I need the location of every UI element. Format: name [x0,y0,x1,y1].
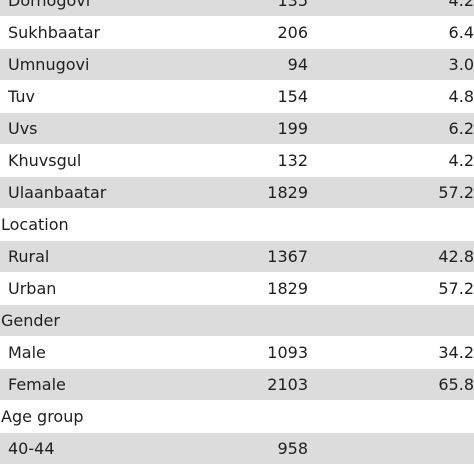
row-label: Khuvsgul [8,151,82,170]
table-row: Rural 1367 42.8 [0,241,474,273]
percent-cell: 4.2 [448,151,474,170]
percent-cell: 42.8 [438,247,474,266]
row-label: Male [8,343,46,362]
table-row: Umnugovi 94 3.0 [0,49,474,81]
row-label: Sukhbaatar [8,23,101,42]
group-label: Location [1,215,69,234]
row-label: Urban [8,279,57,298]
table-row: Dornogovi 135 4.2 [0,0,474,17]
group-label: Gender [1,311,60,330]
count-cell: 1829 [267,183,308,202]
percent-cell: 6.2 [448,119,474,138]
table-row: Tuv 154 4.8 [0,81,474,113]
row-label: Tuv [8,87,35,106]
row-label: Rural [8,247,50,266]
group-label: Age group [1,407,84,426]
percent-cell: 4.8 [448,87,474,106]
row-label: Uvs [8,119,38,138]
count-cell: 2103 [267,375,308,394]
percent-cell: 6.4 [448,23,474,42]
percent-cell: 57.2 [438,183,474,202]
count-cell: 132 [277,151,308,170]
table-row: Sukhbaatar 206 6.4 [0,17,474,49]
row-label: Umnugovi [8,55,90,74]
table-row: Male 1093 34.2 [0,337,474,369]
table-row: Female 2103 65.8 [0,369,474,401]
percent-cell: 57.2 [438,279,474,298]
count-cell: 958 [277,439,308,458]
count-cell: 206 [277,23,308,42]
table-row: 40-44 958 [0,433,474,465]
count-cell: 199 [277,119,308,138]
percent-cell: 65.8 [438,375,474,394]
percent-cell: 3.0 [448,55,474,74]
count-cell: 1367 [267,247,308,266]
table-group-header: Location [0,209,474,241]
count-cell: 1829 [267,279,308,298]
table-group-header: Age group [0,401,474,433]
table-row: Uvs 199 6.2 [0,113,474,145]
row-label: Dornogovi [8,0,91,10]
count-cell: 94 [287,55,308,74]
row-label: 40-44 [8,439,55,458]
table-group-header: Gender [0,305,474,337]
percent-cell: 4.2 [448,0,474,10]
table-row: Ulaanbaatar 1829 57.2 [0,177,474,209]
row-label: Ulaanbaatar [8,183,107,202]
percent-cell: 34.2 [438,343,474,362]
table-row: Khuvsgul 132 4.2 [0,145,474,177]
table-row: Urban 1829 57.2 [0,273,474,305]
count-cell: 1093 [267,343,308,362]
count-cell: 154 [277,87,308,106]
count-cell: 135 [277,0,308,10]
row-label: Female [8,375,66,394]
